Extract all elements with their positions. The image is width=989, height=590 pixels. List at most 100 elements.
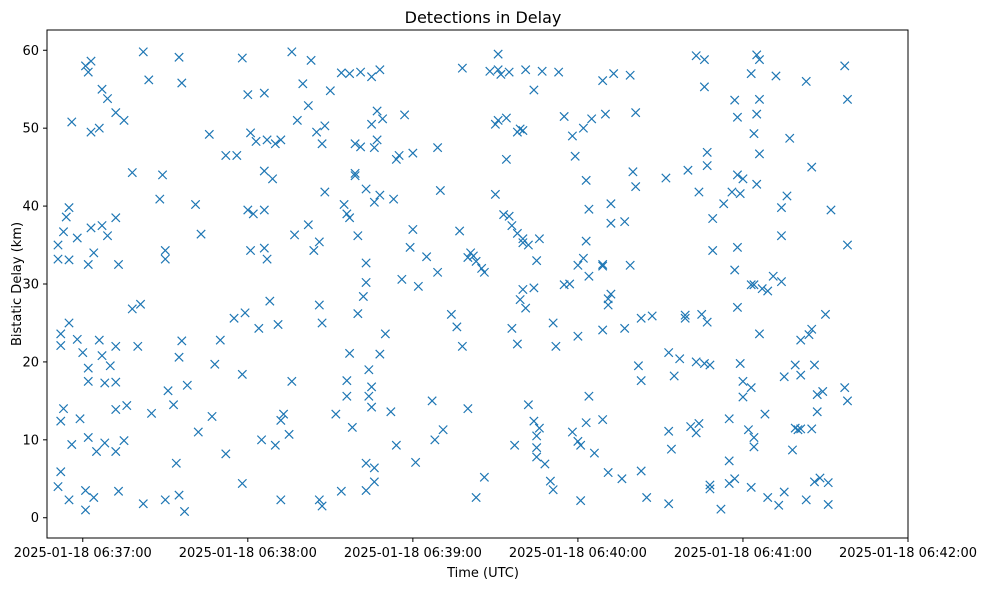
data-point-363 (757, 284, 767, 294)
data-point-187 (432, 267, 443, 277)
data-point-151 (350, 168, 360, 178)
data-point-112 (259, 166, 269, 176)
data-point-382 (790, 360, 800, 370)
data-point-297 (576, 495, 586, 506)
data-point-259 (598, 76, 608, 86)
data-point-264 (581, 175, 591, 185)
data-point-277 (606, 218, 616, 228)
data-point-199 (454, 226, 465, 236)
data-point-241 (510, 440, 520, 450)
data-point-387 (804, 330, 814, 340)
data-point-152 (361, 184, 371, 194)
data-point-322 (699, 82, 710, 92)
data-point-21 (94, 335, 104, 345)
data-point-53 (102, 93, 113, 104)
x-tick-label-2: 2025-01-18 06:39:00 (344, 546, 482, 561)
data-point-41 (80, 505, 91, 515)
data-point-175 (369, 477, 379, 487)
data-point-356 (771, 71, 781, 81)
y-tick-label-3: 30 (22, 278, 39, 293)
data-point-15 (56, 340, 66, 351)
data-point-401 (840, 383, 850, 393)
data-point-223 (490, 119, 501, 129)
data-point-10 (111, 213, 121, 223)
data-point-99 (276, 135, 286, 145)
data-point-209 (479, 472, 490, 482)
data-point-180 (399, 110, 410, 120)
data-point-160 (361, 277, 371, 288)
data-point-83 (207, 411, 217, 422)
data-point-300 (636, 375, 646, 386)
data-point-286 (636, 313, 646, 323)
data-point-395 (801, 495, 811, 505)
data-point-386 (807, 162, 817, 172)
data-point-28 (58, 404, 69, 414)
data-point-57 (138, 47, 148, 57)
data-point-104 (306, 55, 316, 66)
data-point-149 (369, 143, 379, 153)
data-point-50 (86, 127, 96, 137)
data-point-357 (785, 133, 795, 143)
data-point-35 (119, 435, 129, 446)
data-point-346 (724, 478, 734, 489)
data-point-332 (738, 174, 748, 184)
data-point-377 (779, 372, 789, 382)
data-point-98 (270, 139, 280, 149)
data-point-203 (471, 256, 481, 267)
data-point-315 (699, 358, 710, 369)
data-point-351 (754, 94, 765, 104)
data-point-202 (468, 251, 478, 261)
data-point-97 (259, 88, 269, 98)
data-point-333 (727, 187, 737, 197)
data-point-385 (801, 76, 811, 87)
data-point-13 (89, 248, 99, 258)
x-tick-label-5: 2025-01-18 06:42:00 (839, 546, 977, 561)
data-point-140 (355, 67, 366, 77)
data-point-405 (840, 61, 850, 71)
data-point-179 (394, 150, 404, 161)
data-point-182 (397, 274, 407, 284)
data-point-262 (600, 109, 611, 119)
data-point-364 (763, 286, 773, 296)
data-point-150 (350, 171, 360, 181)
data-point-145 (366, 119, 377, 129)
data-point-80 (210, 359, 220, 369)
data-point-94 (245, 128, 256, 138)
data-point-313 (702, 317, 712, 327)
data-point-16 (64, 318, 74, 328)
data-point-294 (598, 414, 608, 425)
data-point-123 (314, 237, 324, 247)
data-point-397 (815, 473, 825, 483)
data-point-186 (421, 252, 432, 262)
data-point-237 (515, 294, 525, 305)
data-point-88 (237, 478, 247, 489)
data-point-170 (364, 391, 374, 401)
data-point-142 (375, 65, 385, 75)
data-point-265 (584, 204, 594, 214)
data-point-295 (603, 467, 613, 478)
data-point-210 (485, 66, 495, 76)
data-point-44 (113, 486, 124, 496)
data-point-362 (749, 280, 759, 290)
data-point-349 (752, 50, 762, 60)
x-tick-label-3: 2025-01-18 06:40:00 (509, 546, 647, 561)
data-point-368 (743, 425, 754, 435)
data-point-222 (518, 125, 528, 136)
data-point-25 (111, 377, 121, 387)
data-points (53, 47, 853, 517)
data-point-70 (177, 336, 187, 346)
data-point-91 (232, 150, 242, 161)
y-tick-label-4: 40 (22, 200, 39, 215)
data-point-219 (501, 113, 512, 123)
y-tick-label-2: 20 (22, 355, 39, 370)
data-point-228 (507, 220, 517, 231)
data-point-257 (578, 123, 589, 133)
data-point-148 (372, 135, 382, 145)
data-point-158 (353, 231, 363, 241)
data-point-291 (581, 418, 591, 428)
data-point-65 (133, 341, 143, 351)
data-point-288 (567, 427, 578, 437)
data-point-268 (573, 260, 583, 270)
x-tick-label-1: 2025-01-18 06:38:00 (179, 546, 317, 561)
